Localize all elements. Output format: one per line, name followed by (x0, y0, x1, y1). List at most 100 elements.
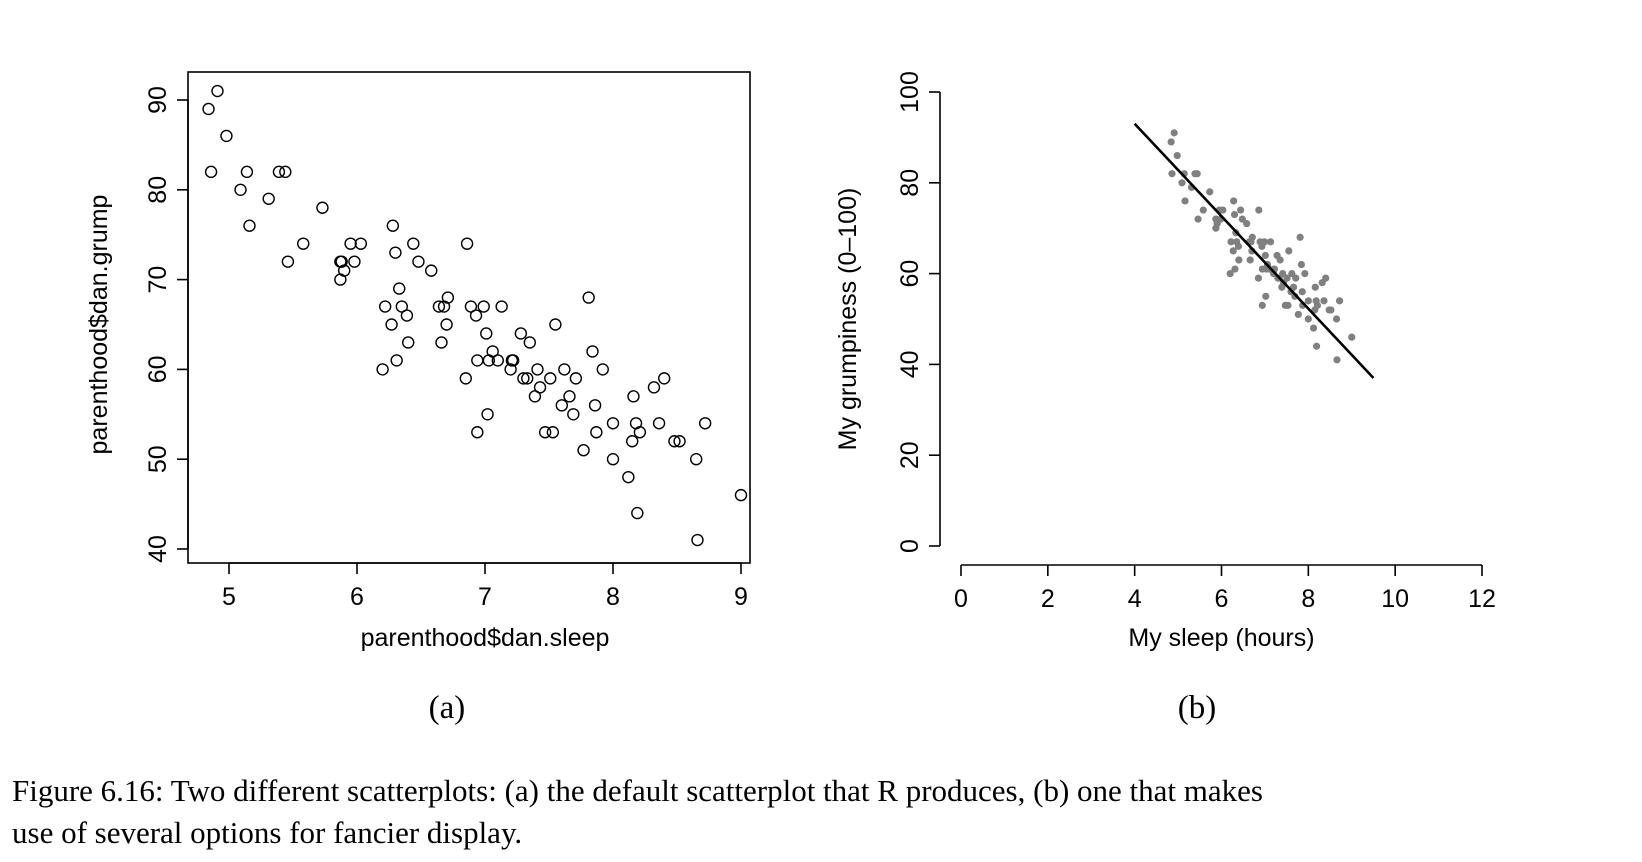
panel-label: (a) (429, 690, 466, 726)
data-point (569, 372, 583, 385)
y-tick-label: 80 (144, 176, 172, 204)
data-point (1254, 274, 1263, 282)
x-tick-label: 6 (350, 583, 364, 611)
data-point (626, 435, 639, 448)
data-point (441, 291, 455, 304)
data-point (538, 426, 552, 439)
data-point (627, 390, 640, 403)
data-point (1178, 179, 1186, 187)
data-point (1279, 270, 1287, 278)
x-tick-label: 7 (478, 583, 492, 611)
data-point (220, 129, 233, 143)
data-point (335, 255, 348, 268)
data-point (435, 336, 448, 349)
data-point (480, 327, 493, 340)
data-point (471, 354, 484, 367)
data-point (1348, 333, 1356, 341)
data-point (1194, 215, 1202, 223)
data-point (425, 264, 438, 277)
data-point (1283, 274, 1291, 282)
data-point (546, 426, 560, 439)
data-point (469, 309, 483, 322)
data-point (1285, 247, 1293, 255)
data-point (390, 354, 403, 367)
data-point (1292, 274, 1300, 282)
data-point (316, 201, 329, 214)
data-point (338, 264, 351, 277)
data-point (691, 533, 704, 547)
data-point (504, 363, 517, 376)
data-point (243, 219, 256, 232)
data-point (1332, 315, 1341, 323)
y-axis-title: parenthood$dan.grump (85, 195, 113, 455)
data-point (1304, 315, 1312, 323)
data-point (1167, 138, 1175, 146)
y-axis-title: My grumpiness (0–100) (834, 188, 862, 451)
data-point (240, 165, 254, 179)
data-point (495, 300, 508, 313)
data-point (393, 282, 406, 295)
data-point (1289, 283, 1298, 291)
data-point (412, 255, 425, 268)
data-point (1261, 251, 1269, 260)
x-tick-label: 9 (734, 583, 748, 611)
data-point (385, 318, 398, 331)
data-point (402, 336, 415, 349)
data-point (477, 300, 490, 313)
x-tick-label: 5 (222, 583, 236, 611)
caption-line-1: Figure 6.16: Two different scatterplots:… (12, 773, 1263, 808)
data-point (202, 102, 215, 116)
data-point (1284, 301, 1292, 309)
data-point (1199, 206, 1207, 214)
data-point (606, 453, 620, 466)
data-point (1181, 197, 1189, 205)
data-point (1294, 310, 1302, 319)
data-point (1312, 342, 1321, 350)
data-point (1219, 206, 1227, 214)
data-point (272, 165, 286, 179)
data-point (582, 291, 595, 304)
data-point (1260, 238, 1269, 246)
data-point (698, 417, 712, 430)
x-axis-title: My sleep (hours) (1128, 624, 1314, 652)
data-point (1173, 151, 1181, 160)
x-tick-label: 6 (1215, 585, 1229, 613)
x-axis-title: parenthood$dan.sleep (361, 624, 610, 652)
data-point (1297, 260, 1305, 269)
data-point (1304, 297, 1312, 305)
data-point (432, 300, 446, 313)
data-point (1262, 292, 1270, 300)
data-point (668, 435, 681, 448)
x-tick-label: 4 (1128, 585, 1142, 613)
data-point (590, 426, 603, 439)
data-point (531, 363, 544, 376)
x-tick-label: 8 (1301, 585, 1315, 613)
y-tick-label: 60 (896, 260, 924, 288)
data-point (555, 399, 568, 412)
data-point (588, 399, 602, 412)
data-point (348, 255, 361, 268)
data-point (1234, 242, 1243, 250)
y-tick-label: 80 (896, 169, 924, 197)
y-tick-label: 90 (144, 86, 172, 114)
data-point (563, 390, 576, 403)
data-point (1193, 170, 1201, 178)
data-point (1335, 297, 1344, 305)
data-point (281, 255, 295, 268)
data-point (481, 408, 494, 421)
data-point (1243, 220, 1251, 228)
data-point (1227, 238, 1235, 246)
data-point (386, 219, 400, 232)
data-point (1230, 197, 1238, 205)
data-point (673, 435, 686, 448)
data-point (204, 165, 218, 179)
data-point (354, 237, 368, 250)
data-point (1237, 206, 1245, 214)
data-point (506, 354, 520, 367)
plot-frame (187, 71, 751, 564)
y-tick-label: 40 (896, 350, 924, 378)
y-tick-label: 60 (144, 355, 172, 383)
figure-caption: Figure 6.16: Two different scatterplots:… (12, 770, 1637, 854)
data-point (631, 506, 644, 520)
data-point (596, 363, 609, 376)
